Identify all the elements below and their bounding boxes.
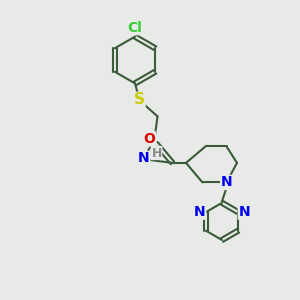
Text: H: H [152, 146, 162, 160]
Text: O: O [143, 132, 155, 146]
Text: N: N [138, 152, 150, 165]
Text: Cl: Cl [128, 21, 142, 34]
Text: N: N [194, 205, 206, 219]
Text: N: N [238, 205, 250, 219]
Text: N: N [221, 176, 232, 189]
Text: S: S [134, 92, 145, 107]
